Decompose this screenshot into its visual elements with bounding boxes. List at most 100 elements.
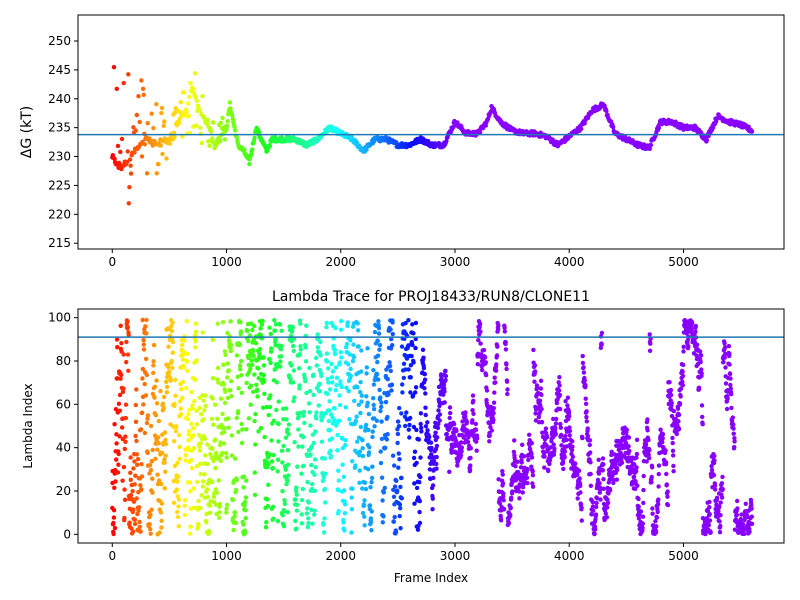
dg-point <box>648 142 654 148</box>
lambda-point <box>581 370 587 375</box>
lambda-point <box>626 444 631 449</box>
lambda-point <box>317 381 322 386</box>
lambda-point <box>573 461 578 466</box>
lambda-point <box>370 429 375 434</box>
lambda-point <box>712 458 717 463</box>
lambda-point <box>301 409 307 415</box>
lambda-point <box>125 324 130 330</box>
lambda-point <box>641 487 646 493</box>
x-tick-label: 1000 <box>211 549 242 563</box>
lambda-point <box>525 467 530 472</box>
lambda-point <box>435 425 441 431</box>
lambda-point <box>410 342 415 348</box>
lambda-point <box>658 427 663 432</box>
lambda-point <box>350 486 355 491</box>
lambda-point <box>266 462 271 467</box>
lambda-point <box>286 473 291 478</box>
lambda-point <box>140 410 145 415</box>
lambda-point <box>262 434 267 440</box>
x-tick-label: 0 <box>108 255 116 269</box>
lambda-point <box>314 416 319 421</box>
lambda-point <box>387 363 393 369</box>
lambda-point <box>483 372 489 378</box>
lambda-point <box>261 372 266 378</box>
lambda-point <box>738 517 743 522</box>
dg-point <box>477 130 483 135</box>
lambda-point <box>511 449 517 455</box>
dg-point <box>194 98 199 103</box>
lambda-point <box>468 455 473 461</box>
lambda-axes-frame <box>77 308 785 544</box>
lambda-point <box>557 388 562 393</box>
lambda-point <box>615 467 620 473</box>
lambda-point <box>241 522 246 527</box>
dg-point <box>222 137 227 142</box>
lambda-point <box>575 496 580 501</box>
lambda-point <box>503 347 509 352</box>
lambda-point <box>333 365 339 370</box>
lambda-point <box>392 514 397 520</box>
lambda-point <box>301 413 306 418</box>
lambda-point <box>334 375 340 380</box>
lambda-point <box>689 326 694 332</box>
lambda-point <box>366 467 371 472</box>
y-tick-label: 0 <box>63 527 71 541</box>
lambda-point <box>336 487 341 493</box>
lambda-point <box>720 487 725 492</box>
lambda-point <box>598 485 603 490</box>
lambda-point <box>137 505 142 510</box>
x-tick-label: 2000 <box>325 549 356 563</box>
lambda-point <box>596 457 601 462</box>
lambda-point <box>227 334 232 339</box>
lambda-point <box>268 393 273 398</box>
lambda-point <box>299 521 305 526</box>
lambda-point <box>321 475 326 480</box>
lambda-point <box>205 494 210 500</box>
lambda-point <box>349 507 355 512</box>
lambda-point <box>148 512 153 517</box>
lambda-point <box>512 438 517 443</box>
lambda-point <box>310 481 315 487</box>
lambda-point <box>401 375 406 381</box>
lambda-point <box>210 375 216 381</box>
lambda-point <box>668 387 674 393</box>
lambda-point <box>600 456 606 461</box>
lambda-point <box>494 353 500 358</box>
dg-point <box>190 86 195 91</box>
lambda-point <box>533 369 538 374</box>
lambda-point <box>422 371 427 377</box>
lambda-point <box>649 474 654 480</box>
lambda-point <box>619 460 625 465</box>
lambda-point <box>116 401 122 406</box>
dg-point <box>611 125 616 130</box>
lambda-point <box>203 393 208 398</box>
lambda-point <box>347 417 352 422</box>
lambda-point <box>399 475 404 481</box>
lambda-point <box>192 333 198 338</box>
lambda-point <box>180 357 186 362</box>
lambda-point <box>141 342 146 347</box>
lambda-point <box>309 444 314 449</box>
lambda-point <box>542 465 547 470</box>
lambda-point <box>728 376 733 381</box>
lambda-point <box>356 402 361 407</box>
lambda-point <box>308 452 313 457</box>
lambda-point <box>732 439 737 444</box>
lambda-point <box>224 506 229 511</box>
lambda-point <box>124 359 129 365</box>
lambda-point <box>179 387 184 392</box>
dg-point <box>211 120 216 126</box>
lambda-point <box>597 481 602 486</box>
lambda-point <box>339 384 344 390</box>
lambda-point <box>706 523 711 528</box>
lambda-point <box>182 512 188 518</box>
lambda-point <box>184 359 190 364</box>
lambda-point <box>285 510 290 515</box>
lambda-point <box>417 499 422 504</box>
lambda-point <box>711 473 717 478</box>
lambda-point <box>418 474 423 480</box>
y-tick-label: 250 <box>48 34 71 48</box>
dg-point <box>247 161 252 167</box>
dg-point <box>200 94 205 99</box>
lambda-point <box>134 387 139 392</box>
